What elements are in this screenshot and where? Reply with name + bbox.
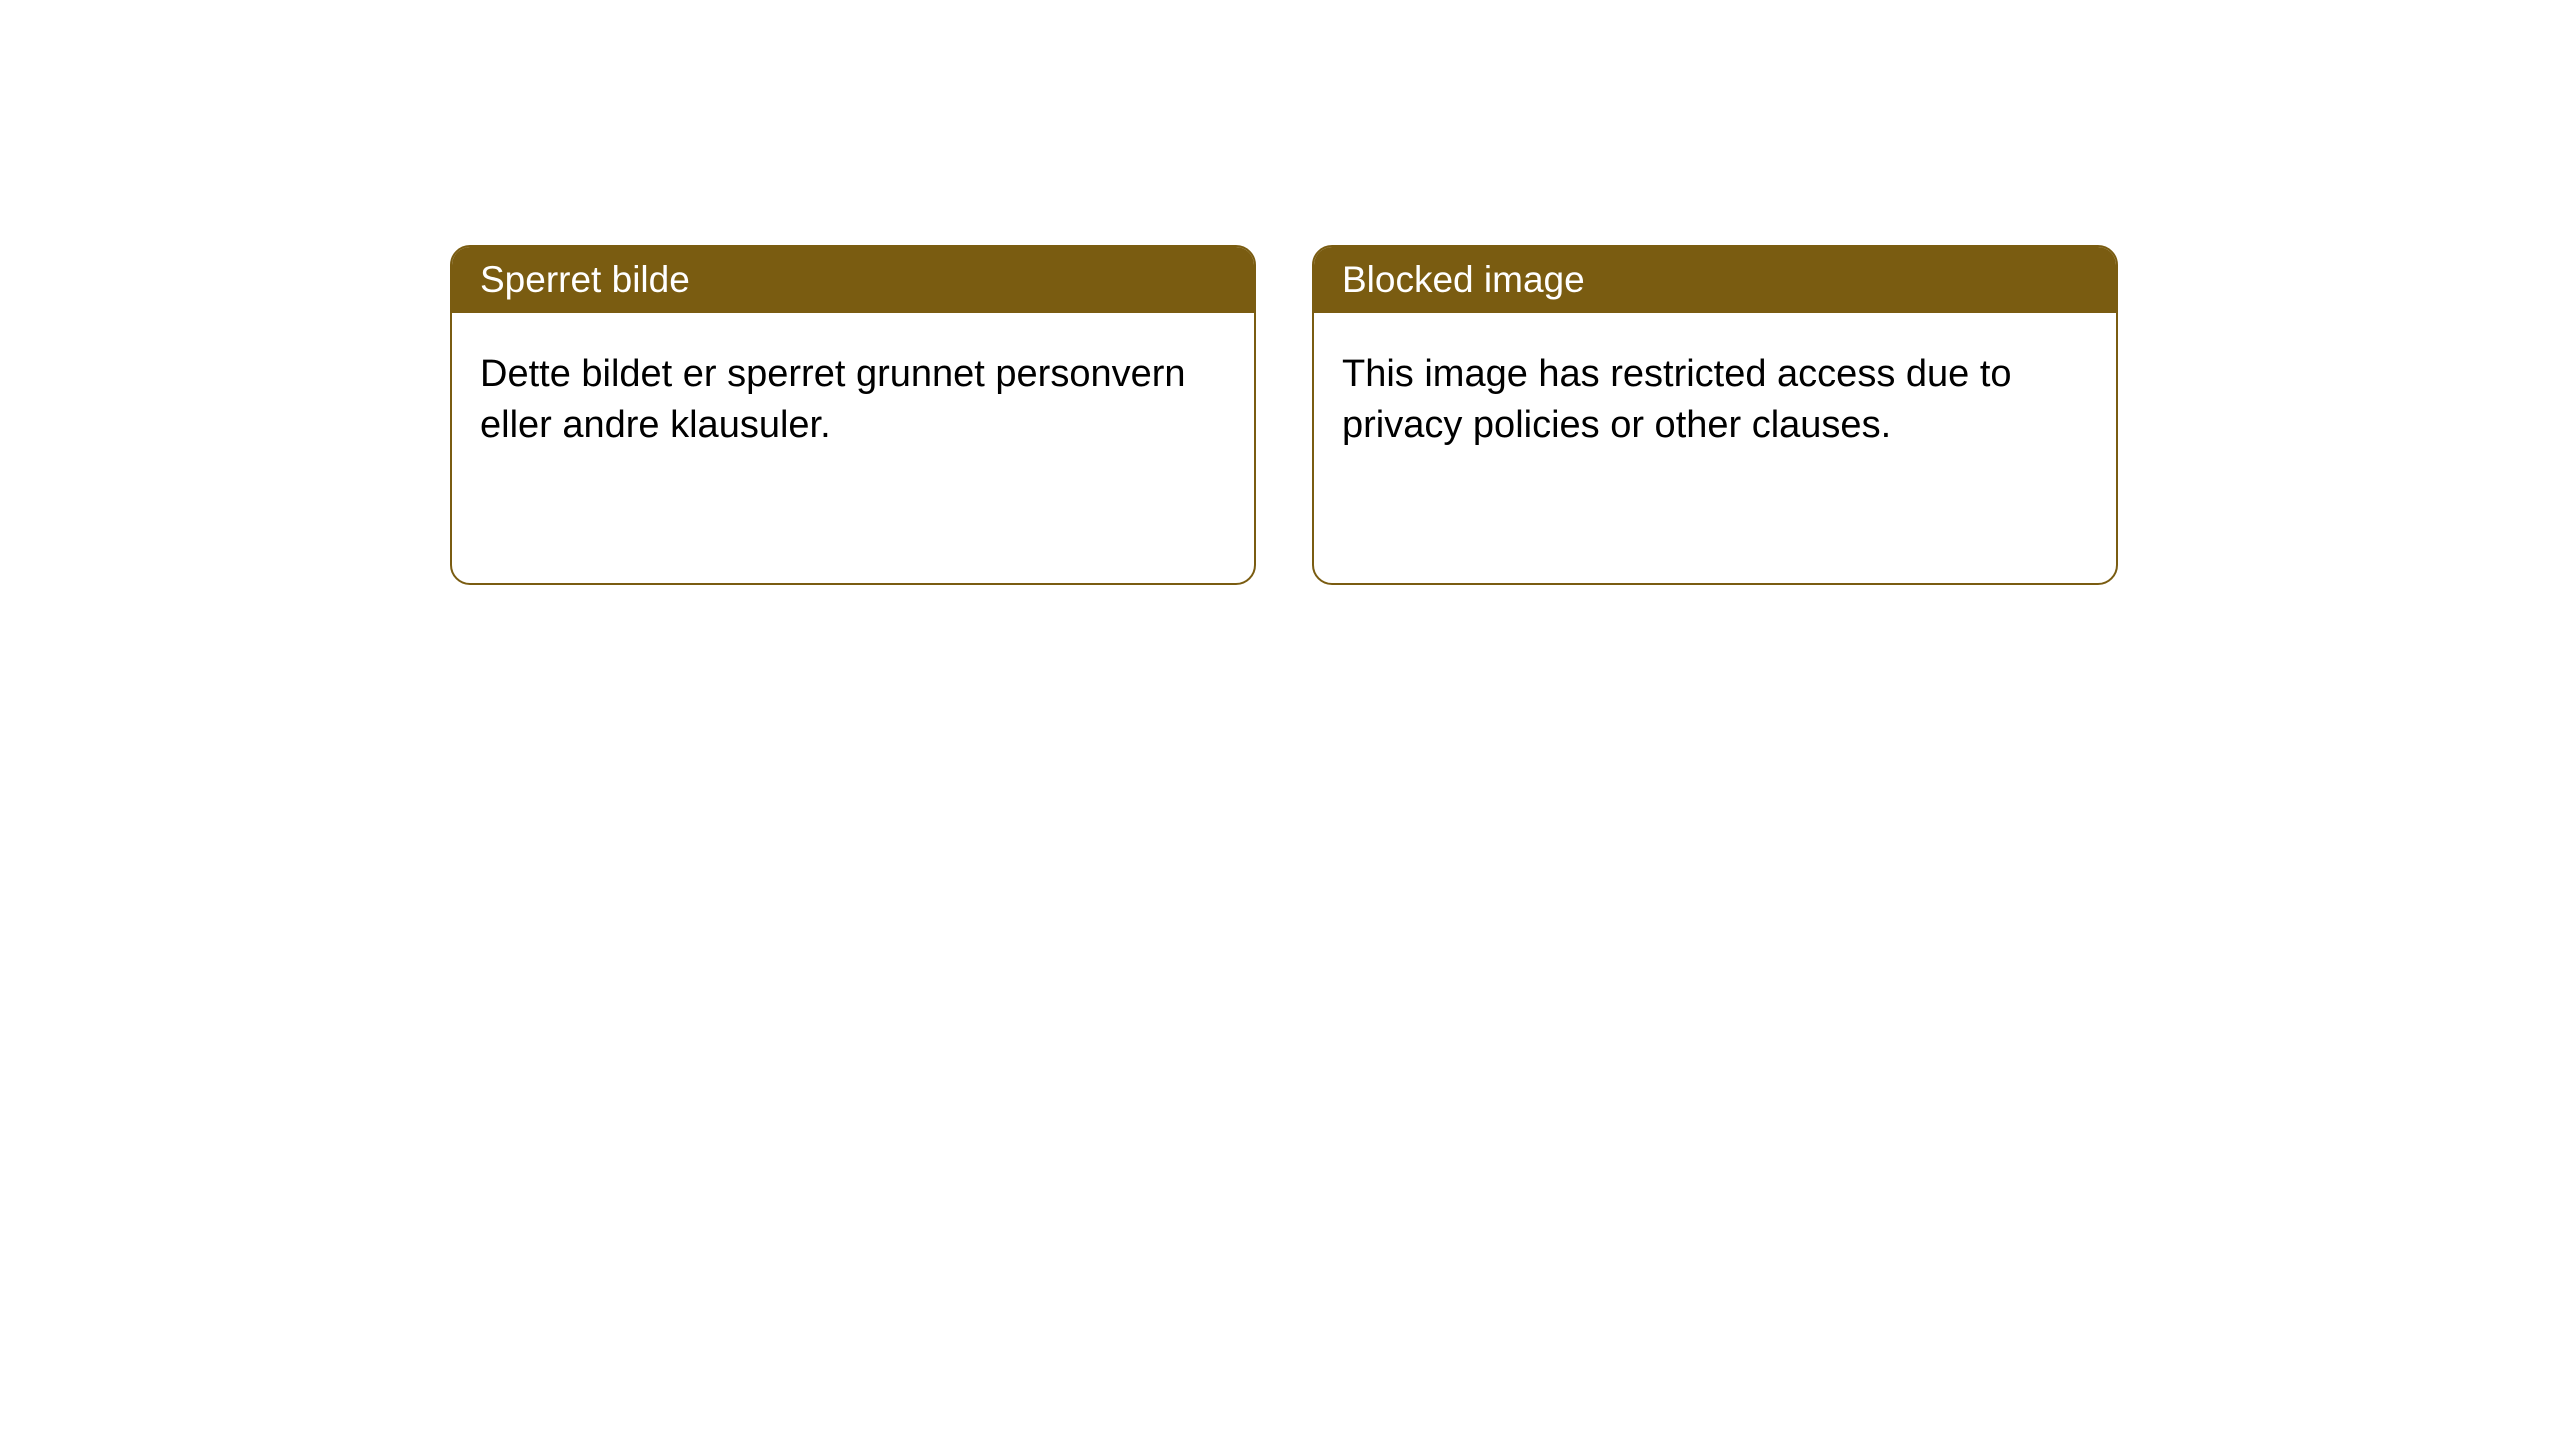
notice-title: Sperret bilde [480, 259, 690, 300]
notice-body: This image has restricted access due to … [1314, 313, 2116, 583]
notice-header: Blocked image [1314, 247, 2116, 313]
notice-card-norwegian: Sperret bilde Dette bildet er sperret gr… [450, 245, 1256, 585]
notice-container: Sperret bilde Dette bildet er sperret gr… [0, 0, 2560, 585]
notice-header: Sperret bilde [452, 247, 1254, 313]
notice-text: Dette bildet er sperret grunnet personve… [480, 353, 1186, 446]
notice-card-english: Blocked image This image has restricted … [1312, 245, 2118, 585]
notice-title: Blocked image [1342, 259, 1585, 300]
notice-body: Dette bildet er sperret grunnet personve… [452, 313, 1254, 583]
notice-text: This image has restricted access due to … [1342, 353, 2012, 446]
